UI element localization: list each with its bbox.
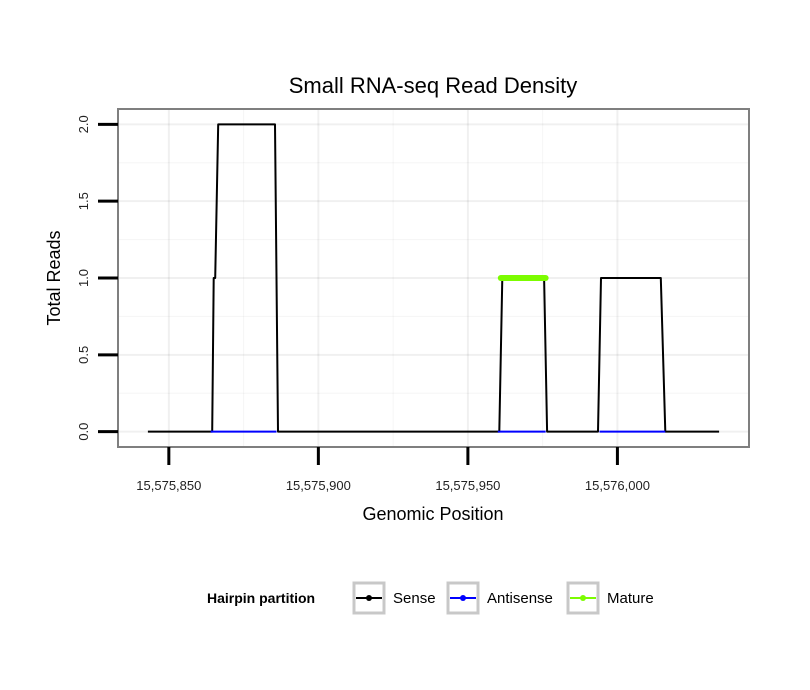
legend-label-antisense: Antisense <box>487 590 553 607</box>
legend-label-sense: Sense <box>393 590 436 607</box>
grid <box>118 109 749 447</box>
x-axis: 15,575,850 15,575,900 15,575,950 15,576,000 <box>136 447 650 493</box>
x-tick-label: 15,576,000 <box>585 478 650 493</box>
y-tick-label: 2.0 <box>76 115 91 133</box>
legend-key-mature-point <box>580 595 586 601</box>
legend: Hairpin partition Sense Antisense Mature <box>207 581 654 615</box>
x-tick-label: 15,575,950 <box>435 478 500 493</box>
x-axis-title: Genomic Position <box>362 504 503 524</box>
x-tick-label: 15,575,900 <box>286 478 351 493</box>
legend-item-antisense: Antisense <box>446 581 553 615</box>
legend-label-mature: Mature <box>607 590 654 607</box>
y-axis-title: Total Reads <box>44 230 64 325</box>
legend-key-antisense-point <box>460 595 466 601</box>
series-sense-line <box>147 123 720 433</box>
chart-title: Small RNA-seq Read Density <box>289 73 578 98</box>
series-layer <box>147 123 720 433</box>
y-tick-label: 1.0 <box>76 269 91 287</box>
y-axis: 0.0 0.5 1.0 1.5 2.0 <box>76 115 118 441</box>
x-tick-label: 15,575,850 <box>136 478 201 493</box>
y-tick-label: 0.5 <box>76 346 91 364</box>
legend-item-sense: Sense <box>352 581 436 615</box>
y-tick-label: 1.5 <box>76 192 91 210</box>
legend-key-sense-point <box>366 595 372 601</box>
legend-title: Hairpin partition <box>207 590 315 606</box>
y-tick-label: 0.0 <box>76 423 91 441</box>
legend-item-mature: Mature <box>566 581 654 615</box>
